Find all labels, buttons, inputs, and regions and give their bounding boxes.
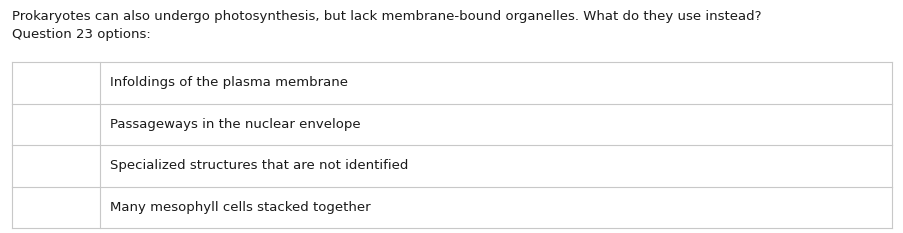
Text: Specialized structures that are not identified: Specialized structures that are not iden…	[110, 159, 408, 172]
Text: Infoldings of the plasma membrane: Infoldings of the plasma membrane	[110, 76, 348, 89]
Text: Many mesophyll cells stacked together: Many mesophyll cells stacked together	[110, 201, 370, 214]
Text: Prokaryotes can also undergo photosynthesis, but lack membrane-bound organelles.: Prokaryotes can also undergo photosynthe…	[12, 10, 760, 23]
Text: Question 23 options:: Question 23 options:	[12, 28, 151, 41]
Text: Passageways in the nuclear envelope: Passageways in the nuclear envelope	[110, 118, 360, 131]
